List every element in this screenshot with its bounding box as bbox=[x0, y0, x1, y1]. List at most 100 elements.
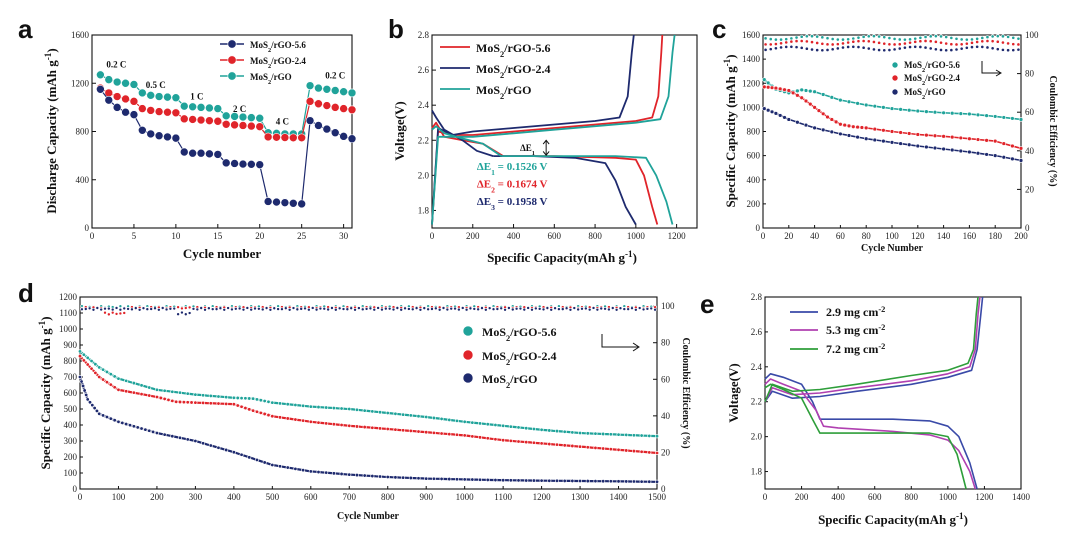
data-point bbox=[171, 93, 181, 103]
y-tick-label: 2.2 bbox=[418, 135, 429, 145]
data-point bbox=[116, 387, 121, 392]
data-point bbox=[647, 450, 652, 455]
data-point bbox=[795, 93, 800, 98]
data-point bbox=[205, 116, 214, 125]
ce-point bbox=[118, 311, 123, 316]
ce-point bbox=[122, 311, 127, 315]
data-point bbox=[462, 419, 467, 424]
data-point bbox=[401, 428, 406, 433]
data-point bbox=[163, 107, 172, 117]
data-point bbox=[108, 372, 113, 377]
ce-point bbox=[584, 306, 588, 311]
data-point bbox=[1001, 115, 1006, 120]
data-point bbox=[188, 102, 197, 112]
ce-point bbox=[810, 47, 814, 52]
delta-value: ΔE1 = 0.1526 V bbox=[477, 161, 548, 177]
data-point bbox=[324, 470, 329, 475]
data-point bbox=[88, 400, 93, 405]
data-point bbox=[247, 121, 256, 131]
data-point bbox=[984, 138, 989, 143]
data-point bbox=[803, 98, 809, 104]
data-point bbox=[331, 406, 336, 411]
data-point bbox=[769, 85, 775, 90]
ce-point bbox=[349, 306, 353, 310]
data-point bbox=[221, 119, 231, 129]
data-point bbox=[385, 474, 390, 479]
voltage-curve bbox=[764, 296, 981, 403]
ce-point bbox=[928, 39, 933, 44]
y-tick-label: 2.8 bbox=[751, 292, 763, 302]
y2-tick-label: 60 bbox=[661, 374, 671, 384]
ce-point bbox=[591, 306, 596, 310]
data-point bbox=[316, 470, 321, 475]
ce-point bbox=[391, 307, 396, 312]
panel-label-b: b bbox=[388, 14, 404, 44]
ce-point bbox=[245, 306, 250, 310]
ce-point bbox=[975, 44, 980, 49]
data-point bbox=[124, 378, 129, 383]
ce-point bbox=[1006, 35, 1011, 39]
ce-point bbox=[887, 48, 892, 52]
ce-point bbox=[291, 306, 296, 310]
data-point bbox=[524, 426, 529, 431]
legend-marker bbox=[227, 55, 237, 65]
ce-point bbox=[307, 307, 311, 312]
data-point bbox=[454, 418, 459, 423]
y-tick-label: 2.2 bbox=[751, 397, 762, 407]
ce-point bbox=[172, 306, 177, 311]
ce-point bbox=[810, 40, 814, 44]
data-point bbox=[578, 444, 583, 449]
ce-point bbox=[815, 34, 820, 39]
data-point bbox=[94, 408, 99, 413]
data-point bbox=[254, 409, 259, 414]
ce-point bbox=[980, 45, 985, 49]
data-point bbox=[347, 134, 357, 144]
data-point bbox=[967, 111, 972, 117]
data-point bbox=[881, 105, 886, 110]
data-point bbox=[820, 127, 826, 133]
data-point bbox=[1001, 141, 1006, 146]
data-point bbox=[239, 452, 244, 457]
ce-point bbox=[949, 36, 954, 40]
x-tick-label: 1400 bbox=[610, 492, 629, 502]
data-point bbox=[262, 398, 267, 403]
data-point bbox=[158, 395, 163, 400]
data-point bbox=[608, 432, 613, 437]
ce-point bbox=[195, 307, 200, 312]
panel-a: a 0 5 10 15 20 25 30 0 400 800 1200 1600 Cycle number… bbox=[18, 14, 357, 261]
x-tick-label: 160 bbox=[963, 231, 977, 241]
data-point bbox=[616, 432, 621, 437]
x-tick-label: 200 bbox=[1014, 231, 1028, 241]
ce-point bbox=[820, 48, 825, 53]
data-point bbox=[941, 134, 946, 139]
data-point bbox=[231, 450, 236, 455]
ce-point bbox=[130, 307, 134, 312]
x-tick-label: 400 bbox=[831, 492, 845, 502]
data-point bbox=[116, 419, 121, 424]
data-point bbox=[447, 477, 452, 482]
ce-point bbox=[399, 307, 403, 312]
x-tick-label: 1200 bbox=[668, 231, 687, 241]
ce-point bbox=[145, 307, 150, 312]
ce-point bbox=[794, 39, 799, 43]
data-point bbox=[941, 146, 946, 152]
legend-marker bbox=[891, 74, 899, 82]
data-point bbox=[842, 122, 847, 128]
ce-point bbox=[841, 37, 845, 42]
data-point bbox=[104, 75, 114, 84]
capacity-line bbox=[763, 107, 1022, 162]
data-point bbox=[322, 101, 332, 110]
data-point bbox=[362, 408, 367, 413]
data-point bbox=[799, 87, 804, 93]
data-point bbox=[239, 404, 244, 409]
ce-point bbox=[549, 307, 554, 312]
ce-point bbox=[944, 48, 949, 53]
ce-point bbox=[768, 47, 773, 52]
ce-point bbox=[1011, 48, 1016, 53]
ce-point bbox=[995, 34, 1000, 39]
ce-point bbox=[903, 37, 907, 42]
ce-point bbox=[903, 45, 907, 50]
legend-marker bbox=[227, 71, 237, 81]
data-point bbox=[270, 462, 275, 467]
ce-point bbox=[595, 307, 600, 312]
